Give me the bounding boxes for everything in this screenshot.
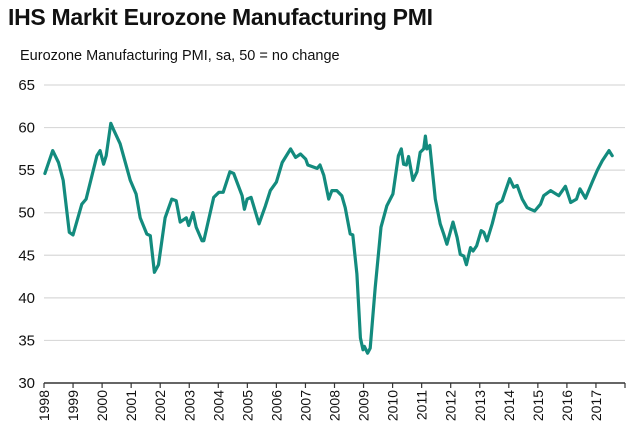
y-tick-label: 65 — [18, 77, 35, 94]
x-tick-label: 2016 — [559, 390, 575, 421]
x-tick-label: 1998 — [36, 390, 52, 421]
y-tick-label: 50 — [18, 205, 35, 222]
y-tick-label: 40 — [18, 290, 35, 307]
gridlines — [44, 84, 625, 342]
y-tick-label: 30 — [18, 375, 35, 392]
y-tick-label: 45 — [18, 247, 35, 264]
x-tick-label: 2006 — [268, 390, 284, 421]
y-tick-label: 55 — [18, 162, 35, 179]
x-tick-label: 2017 — [588, 390, 604, 421]
x-tick-label: 2004 — [210, 390, 226, 421]
y-tick-label: 60 — [18, 120, 35, 137]
x-tick-label: 2014 — [501, 390, 517, 421]
y-tick-label: 35 — [18, 332, 35, 349]
series-layer — [43, 121, 614, 355]
x-axis: 1998 1999 2000 2001 2002 2003 2004 2005 2006 2007… — [36, 382, 626, 421]
x-tick-label: 2012 — [443, 390, 459, 421]
chart-title: IHS Markit Eurozone Manufacturing PMI — [8, 4, 433, 30]
x-tick-label: 2008 — [327, 390, 343, 421]
x-tick-label: 1999 — [65, 390, 81, 421]
x-tick-label: 2002 — [152, 390, 168, 421]
x-tick-label: 2007 — [297, 390, 313, 421]
series-line-pmi — [43, 121, 614, 355]
x-tick-label: 2011 — [414, 390, 430, 420]
y-axis-ticks: 30 35 40 45 50 55 60 65 — [18, 77, 35, 392]
x-tick-label: 2000 — [94, 390, 110, 421]
x-tick-label: 2001 — [123, 390, 139, 421]
x-tick-label: 2005 — [239, 390, 255, 421]
x-tick-label: 2010 — [385, 390, 401, 421]
x-tick-label: 2015 — [530, 390, 546, 421]
chart-subtitle: Eurozone Manufacturing PMI, sa, 50 = no … — [20, 48, 340, 64]
x-tick-label: 2009 — [356, 390, 372, 421]
x-tick-label: 2013 — [472, 390, 488, 421]
x-tick-label: 2003 — [181, 390, 197, 421]
